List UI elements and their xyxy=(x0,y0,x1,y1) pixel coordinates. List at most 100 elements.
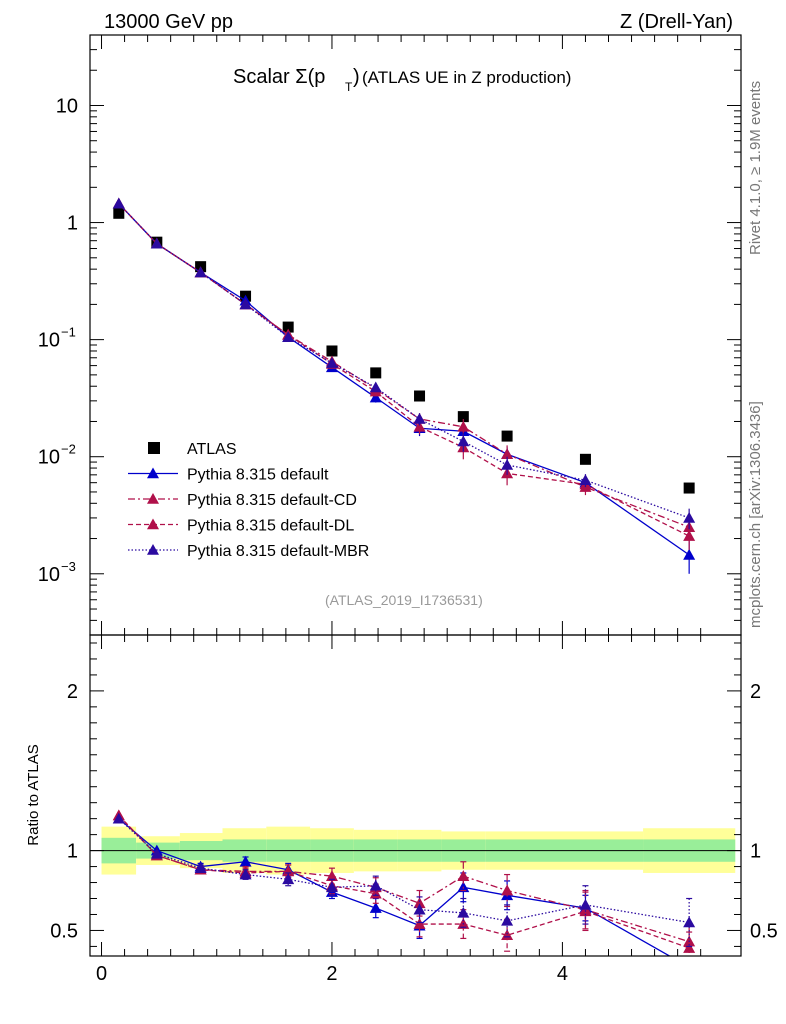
title-rest: (ATLAS UE in Z production) xyxy=(362,68,571,87)
series-marker xyxy=(501,448,514,460)
ratio-bands xyxy=(90,826,741,875)
title-subscript: T xyxy=(345,80,353,94)
ratio-line-1 xyxy=(118,815,690,943)
ratio-marker xyxy=(194,862,207,873)
y-tick-exponent: −2 xyxy=(61,442,76,457)
series-marker xyxy=(194,266,207,278)
ratio-line-0 xyxy=(118,818,671,956)
ratio-marker xyxy=(683,961,695,972)
series-marker xyxy=(579,474,592,486)
ratio-marker xyxy=(239,868,252,880)
legend: ATLAS Pythia 8.315 default Pythia 8.315 de… xyxy=(128,441,369,560)
ratio-marker xyxy=(369,879,382,891)
y-tick-exponent: −1 xyxy=(61,325,76,340)
ratio-axis-ticks: 0.5 0.5 1 1 2 2 0 2 4 xyxy=(50,635,778,985)
series-line-3 xyxy=(118,203,690,537)
series-marker xyxy=(457,420,470,432)
ratio-y-tick-label-left: 0.5 xyxy=(50,920,78,942)
series-marker xyxy=(325,357,338,368)
ratio-marker xyxy=(112,812,125,824)
y-tick-label: 10 xyxy=(38,330,60,352)
series-marker xyxy=(150,237,163,249)
legend-label: Pythia 8.315 default xyxy=(187,467,329,484)
atlas-point xyxy=(501,430,513,442)
ratio-marker xyxy=(501,884,514,896)
ratio-marker xyxy=(683,942,696,953)
ratio-marker xyxy=(239,855,252,867)
legend-marker-atlas xyxy=(148,442,160,454)
series-marker xyxy=(239,298,252,310)
atlas-point xyxy=(282,321,294,333)
ratio-y-tick-label-right: 0.5 xyxy=(750,920,778,942)
legend-label: Pythia 8.315 default-DL xyxy=(187,518,354,535)
series-marker xyxy=(683,511,696,523)
ratio-marker xyxy=(150,847,163,859)
y-tick-exponent: −3 xyxy=(61,559,76,574)
title-main: Scalar Σ(p xyxy=(233,66,325,88)
series-line-4 xyxy=(118,203,690,519)
ratio-marker xyxy=(579,898,592,910)
atlas-point xyxy=(683,482,695,494)
legend-marker xyxy=(147,518,159,530)
ratio-marker xyxy=(413,903,426,915)
ratio-marker xyxy=(683,916,696,928)
legend-marker xyxy=(147,467,159,479)
y-tick-label: 10 xyxy=(38,447,60,469)
series-marker xyxy=(112,197,125,209)
ratio-data-layer xyxy=(112,809,696,972)
ratio-marker xyxy=(413,918,426,929)
collision-label: 13000 GeV pp xyxy=(104,11,233,33)
ratio-marker xyxy=(413,897,426,909)
plot-title: Scalar Σ(p T ) (ATLAS UE in Z production… xyxy=(233,66,571,94)
atlas-point xyxy=(370,367,382,379)
atlas-point xyxy=(414,390,426,402)
ratio-y-tick-label-right: 2 xyxy=(750,681,761,703)
legend-label: Pythia 8.315 default-CD xyxy=(187,492,357,509)
x-tick-label: 2 xyxy=(326,963,337,985)
atlas-point xyxy=(326,345,338,357)
atlas-point xyxy=(457,411,469,423)
x-tick-label: 0 xyxy=(96,963,107,985)
series-line-2 xyxy=(118,203,690,528)
rivet-version: Rivet 4.1.0, ≥ 1.9M events xyxy=(747,81,764,255)
ratio-frame xyxy=(89,634,742,957)
ratio-marker xyxy=(325,881,338,893)
ratio-marker xyxy=(457,906,470,918)
ratio-marker xyxy=(501,914,514,926)
analysis-id: (ATLAS_2019_I1736531) xyxy=(325,592,483,608)
legend-marker xyxy=(147,544,159,555)
legend-label: ATLAS xyxy=(187,441,237,458)
mcplots-credit: mcplots.cern.ch [arXiv:1306.3436] xyxy=(747,401,764,628)
x-tick-label: 4 xyxy=(557,963,568,985)
atlas-point xyxy=(113,207,125,219)
ratio-line-2 xyxy=(118,815,690,949)
series-marker xyxy=(683,530,696,541)
series-marker xyxy=(683,548,696,560)
y-tick-label: 10 xyxy=(56,95,78,117)
y-tick-label: 10 xyxy=(38,564,60,586)
ratio-y-tick-label-right: 1 xyxy=(750,841,761,863)
ratio-y-tick-label-left: 1 xyxy=(67,841,78,863)
legend-label: Pythia 8.315 default-MBR xyxy=(187,543,369,560)
series-marker xyxy=(369,391,382,403)
ratio-marker xyxy=(457,870,470,881)
ratio-marker xyxy=(369,902,382,913)
title-close: ) xyxy=(353,66,360,88)
series-marker xyxy=(413,412,426,424)
process-label: Z (Drell-Yan) xyxy=(620,11,733,33)
series-marker xyxy=(501,458,514,470)
series-marker xyxy=(282,331,295,342)
y-tick-label: 1 xyxy=(67,213,78,235)
ratio-y-tick-label-left: 2 xyxy=(67,681,78,703)
main-data-layer xyxy=(112,197,696,574)
ratio-y-label: Ratio to ATLAS xyxy=(25,744,42,845)
series-marker xyxy=(369,381,382,393)
atlas-point xyxy=(579,453,591,465)
ratio-marker xyxy=(457,881,470,893)
legend-marker xyxy=(147,493,159,504)
ratio-marker xyxy=(282,873,295,885)
series-marker xyxy=(457,435,470,447)
series-marker xyxy=(413,420,426,432)
